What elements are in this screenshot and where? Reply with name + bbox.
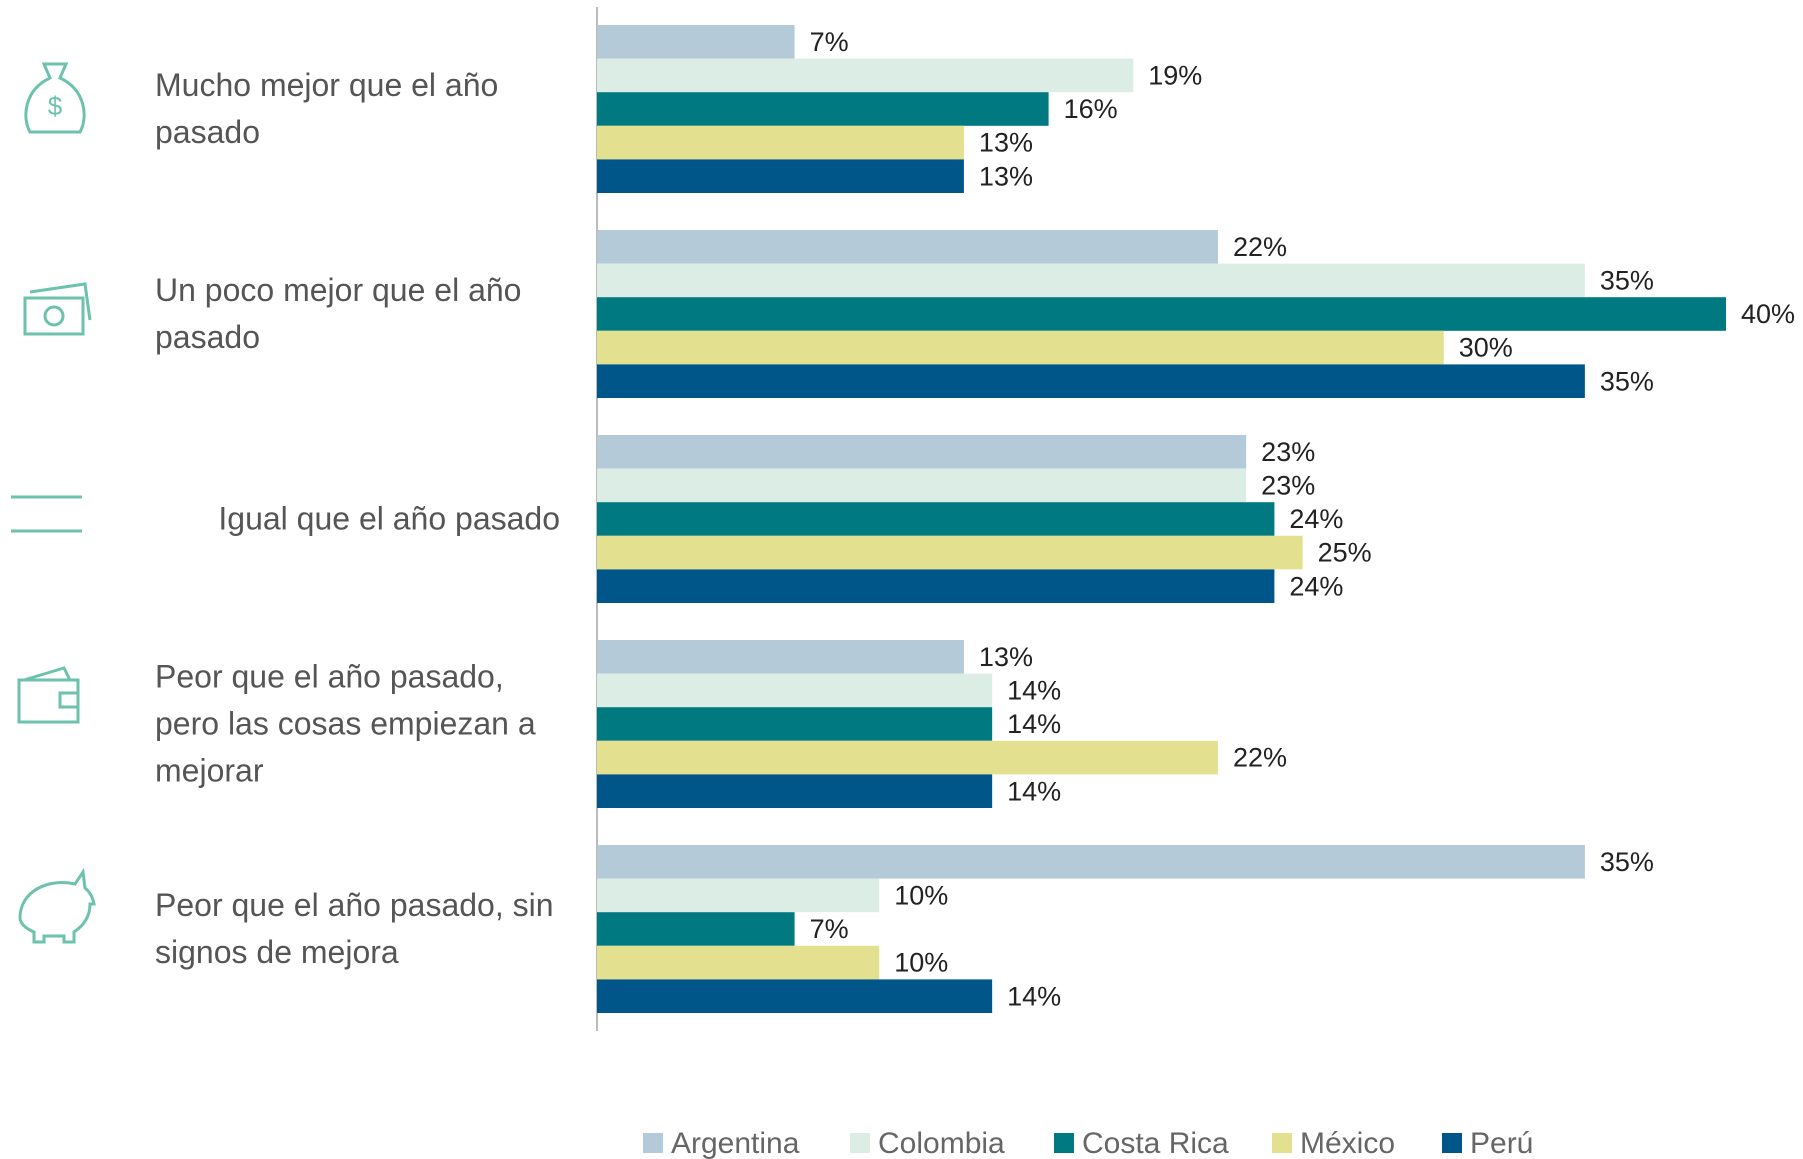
value-label: 35% — [1600, 847, 1654, 877]
bar — [597, 435, 1247, 469]
value-label: 25% — [1318, 538, 1372, 568]
value-label: 7% — [810, 914, 849, 944]
value-label: 13% — [979, 128, 1033, 158]
bar — [597, 673, 993, 708]
value-label: 7% — [810, 27, 849, 57]
bar — [597, 230, 1218, 264]
bar — [597, 58, 1134, 93]
bar — [597, 468, 1247, 503]
equal-icon — [11, 495, 82, 533]
category-label: Peor que el año pasado, sin signos de me… — [155, 887, 554, 970]
bar — [597, 774, 993, 808]
category-label: Un poco mejor que el año pasado — [155, 272, 522, 355]
legend-swatch — [1272, 1133, 1292, 1153]
value-label: 23% — [1261, 471, 1315, 501]
legend-swatch — [1442, 1133, 1462, 1153]
value-label: 22% — [1233, 232, 1287, 262]
svg-text:$: $ — [48, 91, 63, 121]
bar — [597, 502, 1275, 536]
value-label: 35% — [1600, 266, 1654, 296]
legend-label: Perú — [1470, 1127, 1533, 1159]
value-label: 10% — [894, 948, 948, 978]
bar — [597, 945, 880, 980]
category-label: Peor que el año pasado, pero las cosas e… — [155, 658, 536, 789]
bar — [597, 912, 795, 946]
legend-label: Colombia — [878, 1127, 1005, 1159]
value-label: 14% — [1007, 709, 1061, 739]
piggy-icon — [18, 867, 96, 944]
bar — [597, 707, 993, 741]
value-label: 35% — [1600, 366, 1654, 396]
icons: $ — [11, 62, 96, 944]
value-label: 14% — [1007, 676, 1061, 706]
bar — [597, 535, 1303, 570]
bar — [597, 640, 964, 674]
bills-icon — [23, 282, 92, 336]
legend-swatch — [643, 1133, 663, 1153]
wallet-icon — [17, 666, 80, 724]
value-label: 13% — [979, 642, 1033, 672]
bar — [597, 92, 1049, 126]
value-label: 14% — [1007, 981, 1061, 1011]
value-label: 22% — [1233, 743, 1287, 773]
money-bag-icon: $ — [24, 62, 86, 134]
bar — [597, 297, 1726, 331]
value-label: 40% — [1741, 299, 1795, 329]
value-label: 16% — [1064, 94, 1118, 124]
value-label: 24% — [1289, 504, 1343, 534]
value-label: 13% — [979, 161, 1033, 191]
bar — [597, 845, 1585, 879]
legend-label: Argentina — [671, 1127, 800, 1159]
bar — [597, 25, 795, 59]
category-label: Igual que el año pasado — [218, 500, 560, 537]
bar — [597, 878, 880, 913]
value-label: 10% — [894, 881, 948, 911]
value-label: 24% — [1289, 571, 1343, 601]
bar — [597, 364, 1585, 398]
value-label: 30% — [1459, 333, 1513, 363]
bar — [597, 569, 1275, 603]
bar — [597, 263, 1585, 298]
value-label: 19% — [1148, 61, 1202, 91]
bar — [597, 125, 964, 160]
legend-label: México — [1300, 1127, 1395, 1159]
bar — [597, 979, 993, 1013]
legend-swatch — [1054, 1133, 1074, 1153]
bar — [597, 740, 1218, 775]
value-label: 14% — [1007, 776, 1061, 806]
legend-label: Costa Rica — [1082, 1127, 1229, 1159]
bar — [597, 330, 1444, 365]
category-label: Mucho mejor que el año pasado — [155, 67, 499, 150]
bar — [597, 159, 964, 193]
value-label: 23% — [1261, 437, 1315, 467]
legend-swatch — [850, 1133, 870, 1153]
